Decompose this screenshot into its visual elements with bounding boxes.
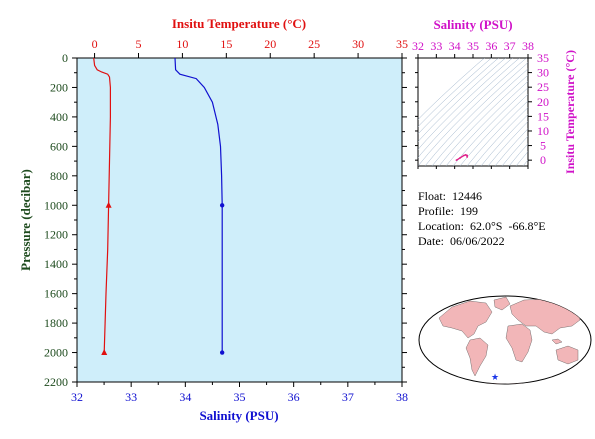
- ts-temperature-tick-label: 35: [537, 51, 549, 65]
- ts-temperature-tick-label: 5: [540, 139, 546, 153]
- ts-density-contours: [418, 58, 528, 166]
- ts-point: [464, 154, 467, 156]
- ts-salinity-tick-label: 38: [522, 39, 534, 53]
- salinity-marker: [219, 350, 225, 355]
- profile-plot-area: [76, 57, 403, 383]
- pressure-tick-label: 600: [50, 139, 68, 153]
- pressure-tick-label: 1600: [44, 287, 68, 301]
- density-contour: [431, 68, 528, 166]
- pressure-tick-label: 2000: [44, 346, 68, 360]
- temperature-tick-label: 25: [308, 37, 320, 51]
- ts-temperature-tick-label: 10: [537, 124, 549, 138]
- profile-number: Profile: 199: [418, 204, 478, 218]
- ts-temperature-axis-title: Insitu Temperature (°C): [563, 50, 577, 174]
- profile-series: [93, 57, 225, 356]
- ts-salinity-axis-title: Salinity (PSU): [433, 17, 512, 32]
- pressure-tick-label: 800: [50, 169, 68, 183]
- density-contour: [418, 58, 513, 150]
- ts-temperature-tick-label: 0: [540, 153, 546, 167]
- density-contour: [466, 100, 528, 166]
- salinity-marker: [219, 203, 225, 208]
- ts-point: [455, 159, 458, 162]
- ts-temperature-tick-label: 25: [537, 80, 549, 94]
- profile-axes: 0200400600800100012001400160018002000220…: [44, 37, 408, 404]
- salinity-tick-label: 35: [234, 390, 246, 404]
- salinity-tick-label: 38: [396, 390, 408, 404]
- density-contour: [501, 135, 528, 166]
- temperature-marker: [101, 349, 108, 356]
- density-contour: [438, 74, 528, 166]
- float-info-block: Float: 12446 Profile: 199 Location: 62.0…: [418, 189, 546, 249]
- temperature-profile-line: [93, 57, 112, 353]
- temperature-tick-label: 5: [135, 37, 141, 51]
- ts-salinity-tick-label: 33: [430, 39, 442, 53]
- density-contour: [445, 81, 528, 166]
- density-contour: [508, 143, 528, 166]
- ts-salinity-tick-label: 37: [504, 39, 516, 53]
- salinity-profile-line: [174, 57, 223, 353]
- pressure-tick-label: 1200: [44, 228, 68, 242]
- density-contour: [418, 58, 485, 120]
- density-contour: [418, 58, 527, 166]
- density-contour: [522, 159, 528, 166]
- ts-point: [466, 154, 469, 157]
- density-contour: [487, 121, 528, 166]
- salinity-tick-label: 32: [71, 390, 83, 404]
- density-contour: [473, 107, 528, 166]
- profile-panel: 0200400600800100012001400160018002000220…: [18, 16, 408, 423]
- ts-temperature-tick-label: 20: [537, 95, 549, 109]
- density-contour: [418, 58, 520, 158]
- temperature-marker: [105, 201, 112, 208]
- salinity-axis-title: Salinity (PSU): [199, 408, 278, 423]
- ts-series: [455, 154, 469, 162]
- ts-point: [459, 156, 462, 159]
- temperature-tick-label: 0: [92, 37, 98, 51]
- density-contour: [418, 58, 499, 135]
- temperature-tick-label: 20: [264, 37, 276, 51]
- pressure-axis-title: Pressure (decibar): [18, 169, 33, 271]
- density-contour: [418, 58, 492, 127]
- temperature-tick-label: 35: [396, 37, 408, 51]
- pressure-tick-label: 1000: [44, 198, 68, 212]
- salinity-tick-label: 33: [125, 390, 137, 404]
- temperature-axis-title: Insitu Temperature (°C): [172, 16, 306, 31]
- salinity-tick-label: 34: [179, 390, 191, 404]
- temperature-tick-label: 15: [220, 37, 232, 51]
- density-contour: [459, 93, 528, 166]
- ts-point: [466, 156, 469, 158]
- ts-salinity-tick-label: 34: [449, 39, 461, 53]
- density-contour: [452, 87, 528, 166]
- pressure-tick-label: 1400: [44, 257, 68, 271]
- pressure-tick-label: 1800: [44, 316, 68, 330]
- float-location: Location: 62.0°S -66.8°E: [418, 219, 546, 233]
- density-contour: [515, 151, 528, 166]
- ts-salinity-tick-label: 32: [412, 39, 424, 53]
- temperature-tick-label: 10: [176, 37, 188, 51]
- salinity-tick-label: 37: [342, 390, 354, 404]
- float-location-marker: ★: [491, 372, 499, 382]
- world-map: ★: [418, 295, 592, 385]
- ts-temperature-tick-label: 15: [537, 109, 549, 123]
- ts-salinity-tick-label: 35: [467, 39, 479, 53]
- density-contour: [418, 58, 506, 142]
- pressure-tick-label: 400: [50, 110, 68, 124]
- ts-salinity-tick-label: 36: [485, 39, 497, 53]
- density-contour: [424, 62, 528, 166]
- pressure-tick-label: 0: [62, 51, 68, 65]
- salinity-tick-label: 36: [288, 390, 300, 404]
- float-id: Float: 12446: [418, 189, 483, 203]
- ts-temperature-tick-label: 30: [537, 66, 549, 80]
- density-contour: [494, 128, 528, 166]
- pressure-tick-label: 200: [50, 80, 68, 94]
- ts-point: [462, 154, 465, 157]
- temperature-tick-label: 30: [352, 37, 364, 51]
- density-contour: [480, 114, 528, 166]
- profile-date: Date: 06/06/2022: [418, 234, 505, 248]
- pressure-tick-label: 2200: [44, 375, 68, 389]
